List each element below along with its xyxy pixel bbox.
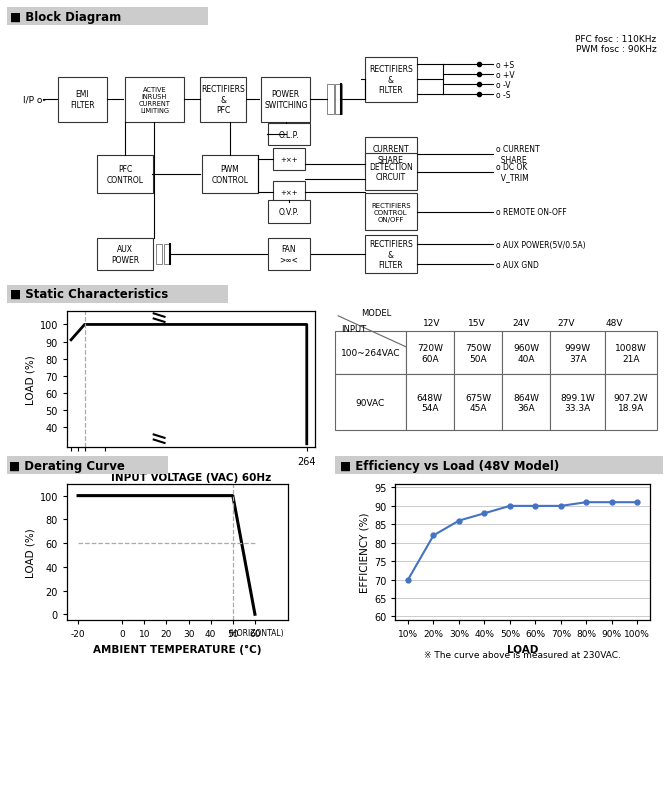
X-axis label: AMBIENT TEMPERATURE (°C): AMBIENT TEMPERATURE (°C) (93, 644, 262, 654)
Text: ■ Efficiency vs Load (48V Model): ■ Efficiency vs Load (48V Model) (340, 459, 559, 472)
FancyBboxPatch shape (364, 58, 417, 102)
Text: RECTIFIERS
&
FILTER: RECTIFIERS & FILTER (369, 240, 413, 270)
Text: ※ The curve above is measured at 230VAC.: ※ The curve above is measured at 230VAC. (424, 650, 621, 659)
Text: O.L.P.: O.L.P. (279, 131, 299, 139)
Text: ■ Static Characteristics: ■ Static Characteristics (10, 288, 168, 301)
Bar (335, 85, 342, 115)
FancyBboxPatch shape (261, 78, 310, 122)
FancyBboxPatch shape (202, 157, 258, 194)
Text: o +V: o +V (496, 71, 515, 79)
FancyBboxPatch shape (268, 238, 310, 271)
Text: AUX
POWER: AUX POWER (111, 245, 139, 264)
FancyBboxPatch shape (273, 149, 306, 170)
X-axis label: LOAD: LOAD (507, 644, 538, 654)
FancyBboxPatch shape (364, 236, 417, 273)
Text: ■ Derating Curve: ■ Derating Curve (9, 459, 125, 472)
Text: POWER
SWITCHING: POWER SWITCHING (264, 90, 308, 109)
FancyBboxPatch shape (97, 157, 153, 194)
Bar (156, 245, 162, 265)
Y-axis label: EFFICIENCY (%): EFFICIENCY (%) (360, 512, 370, 593)
FancyBboxPatch shape (268, 201, 310, 224)
FancyBboxPatch shape (125, 78, 184, 122)
Text: EMI
FILTER: EMI FILTER (70, 90, 94, 109)
FancyBboxPatch shape (268, 124, 310, 146)
Bar (327, 85, 334, 115)
Text: o -V: o -V (496, 80, 511, 89)
Bar (164, 245, 170, 265)
FancyBboxPatch shape (200, 78, 247, 122)
Text: o AUX POWER(5V/0.5A): o AUX POWER(5V/0.5A) (496, 240, 586, 249)
Text: (HORIZONTAL): (HORIZONTAL) (228, 629, 283, 637)
Text: 12V: 12V (423, 318, 440, 327)
Text: RECTIFIERS
CONTROL
ON/OFF: RECTIFIERS CONTROL ON/OFF (371, 203, 411, 222)
Text: ACTIVE
INRUSH
CURRENT
LIMITING: ACTIVE INRUSH CURRENT LIMITING (139, 87, 170, 114)
Text: 15V: 15V (468, 318, 485, 327)
Text: PWM
CONTROL: PWM CONTROL (212, 165, 249, 185)
Text: o CURRENT
  SHARE: o CURRENT SHARE (496, 145, 539, 165)
FancyBboxPatch shape (97, 238, 153, 271)
FancyBboxPatch shape (58, 78, 107, 122)
Text: DETECTION
CIRCUIT: DETECTION CIRCUIT (369, 163, 413, 182)
Text: CURRENT
SHARE: CURRENT SHARE (373, 145, 409, 165)
Text: +×+: +×+ (280, 190, 298, 195)
Text: PFC
CONTROL: PFC CONTROL (107, 165, 143, 185)
Text: ■ Block Diagram: ■ Block Diagram (9, 11, 121, 24)
Text: +×+: +×+ (280, 157, 298, 163)
X-axis label: INPUT VOLTAGE (VAC) 60Hz: INPUT VOLTAGE (VAC) 60Hz (111, 472, 271, 483)
Text: MODEL: MODEL (360, 309, 391, 318)
Text: INPUT: INPUT (342, 324, 366, 333)
Y-axis label: LOAD (%): LOAD (%) (25, 354, 36, 405)
Text: 27V: 27V (558, 318, 576, 327)
FancyBboxPatch shape (364, 154, 417, 191)
Text: RECTIFIERS
&
FILTER: RECTIFIERS & FILTER (369, 65, 413, 95)
Text: o -S: o -S (496, 91, 511, 100)
Text: PFC fosc : 110KHz
PWM fosc : 90KHz: PFC fosc : 110KHz PWM fosc : 90KHz (576, 35, 657, 54)
Text: o REMOTE ON-OFF: o REMOTE ON-OFF (496, 208, 567, 217)
Text: 24V: 24V (513, 318, 530, 327)
Y-axis label: LOAD (%): LOAD (%) (25, 527, 36, 577)
Text: o +S: o +S (496, 61, 514, 70)
Text: RECTIFIERS
&
PFC: RECTIFIERS & PFC (202, 85, 245, 115)
FancyBboxPatch shape (273, 182, 306, 203)
Text: O.V.P.: O.V.P. (279, 208, 299, 217)
Text: o DC OK
  V_TRIM: o DC OK V_TRIM (496, 163, 529, 182)
FancyBboxPatch shape (364, 137, 417, 173)
Text: 48V: 48V (606, 318, 624, 327)
Text: I/P o-: I/P o- (23, 96, 46, 105)
Text: o AUX GND: o AUX GND (496, 260, 539, 269)
Text: FAN
>∞<: FAN >∞< (279, 245, 298, 264)
FancyBboxPatch shape (364, 194, 417, 231)
